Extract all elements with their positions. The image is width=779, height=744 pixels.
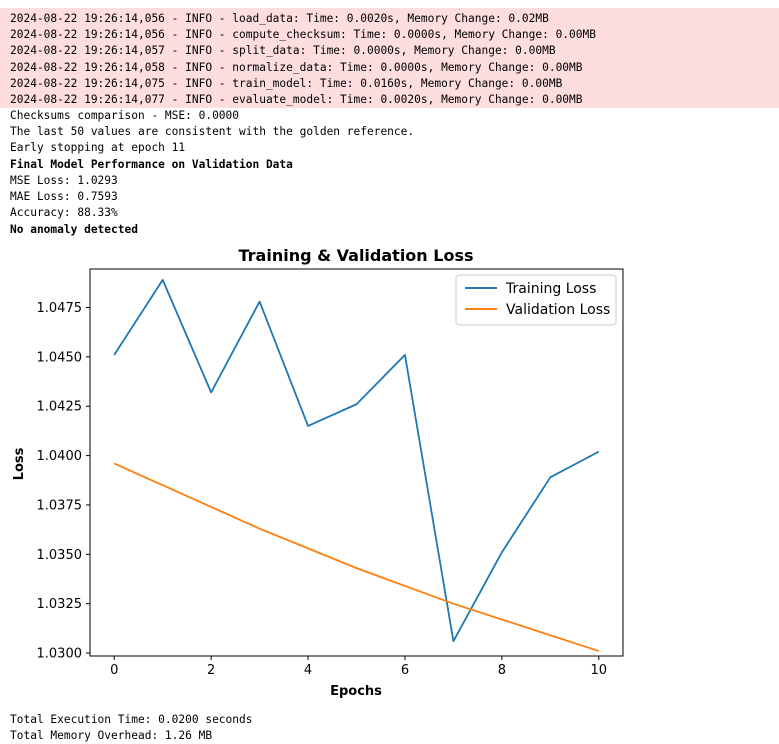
x-tick-label: 4 — [304, 663, 312, 678]
log-line: 2024-08-22 19:26:14,077 - INFO - evaluat… — [10, 93, 583, 106]
y-tick-label: 1.0475 — [37, 301, 83, 316]
y-tick-label: 1.0300 — [37, 647, 83, 662]
x-tick-label: 10 — [590, 663, 607, 678]
mae-line: MAE Loss: 0.7593 — [10, 190, 118, 203]
chart-legend: Training Loss Validation Loss — [455, 274, 617, 326]
x-tick-label: 8 — [498, 663, 506, 678]
x-tick-label: 0 — [110, 663, 118, 678]
y-tick-label: 1.0425 — [37, 400, 83, 415]
log-line: 2024-08-22 19:26:14,057 - INFO - split_d… — [10, 44, 556, 57]
y-tick-label: 1.0375 — [37, 498, 83, 513]
log-line: 2024-08-22 19:26:14,058 - INFO - normali… — [10, 61, 583, 74]
log-line: 2024-08-22 19:26:14,075 - INFO - train_m… — [10, 77, 563, 90]
y-tick-label: 1.0325 — [37, 597, 83, 612]
loss-chart: Training & Validation Loss 0 2 4 6 8 10 1.0300… — [12, 246, 624, 699]
x-tick-label: 6 — [401, 663, 409, 678]
early-stopping-line: Early stopping at epoch 11 — [10, 141, 186, 154]
y-axis-label: Loss — [12, 447, 27, 480]
mse-line: MSE Loss: 1.0293 — [10, 174, 118, 187]
consistency-line: The last 50 values are consistent with t… — [10, 125, 415, 138]
execution-time-line: Total Execution Time: 0.0200 seconds — [10, 713, 253, 726]
log-line: 2024-08-22 19:26:14,056 - INFO - compute… — [10, 28, 596, 41]
log-line: 2024-08-22 19:26:14,056 - INFO - load_da… — [10, 12, 549, 25]
checksum-line: Checksums comparison - MSE: 0.0000 — [10, 109, 240, 122]
validation-loss-line — [113, 462, 600, 652]
legend-label-training: Training Loss — [505, 281, 596, 297]
x-tick-label: 2 — [207, 663, 215, 678]
plot-frame — [89, 268, 624, 657]
chart-title: Training & Validation Loss — [239, 246, 474, 265]
y-tick-label: 1.0400 — [37, 449, 83, 464]
y-tick-label: 1.0450 — [37, 350, 83, 365]
performance-heading: Final Model Performance on Validation Da… — [10, 158, 293, 171]
anomaly-line: No anomaly detected — [10, 223, 138, 236]
training-loss-line — [113, 278, 600, 643]
x-axis-label: Epochs — [330, 684, 382, 699]
memory-overhead-line: Total Memory Overhead: 1.26 MB — [10, 729, 213, 742]
y-tick-label: 1.0350 — [37, 548, 83, 563]
stderr-output: 2024-08-22 19:26:14,056 - INFO - load_da… — [0, 8, 779, 108]
legend-label-validation: Validation Loss — [506, 302, 610, 318]
accuracy-line: Accuracy: 88.33% — [10, 206, 118, 219]
